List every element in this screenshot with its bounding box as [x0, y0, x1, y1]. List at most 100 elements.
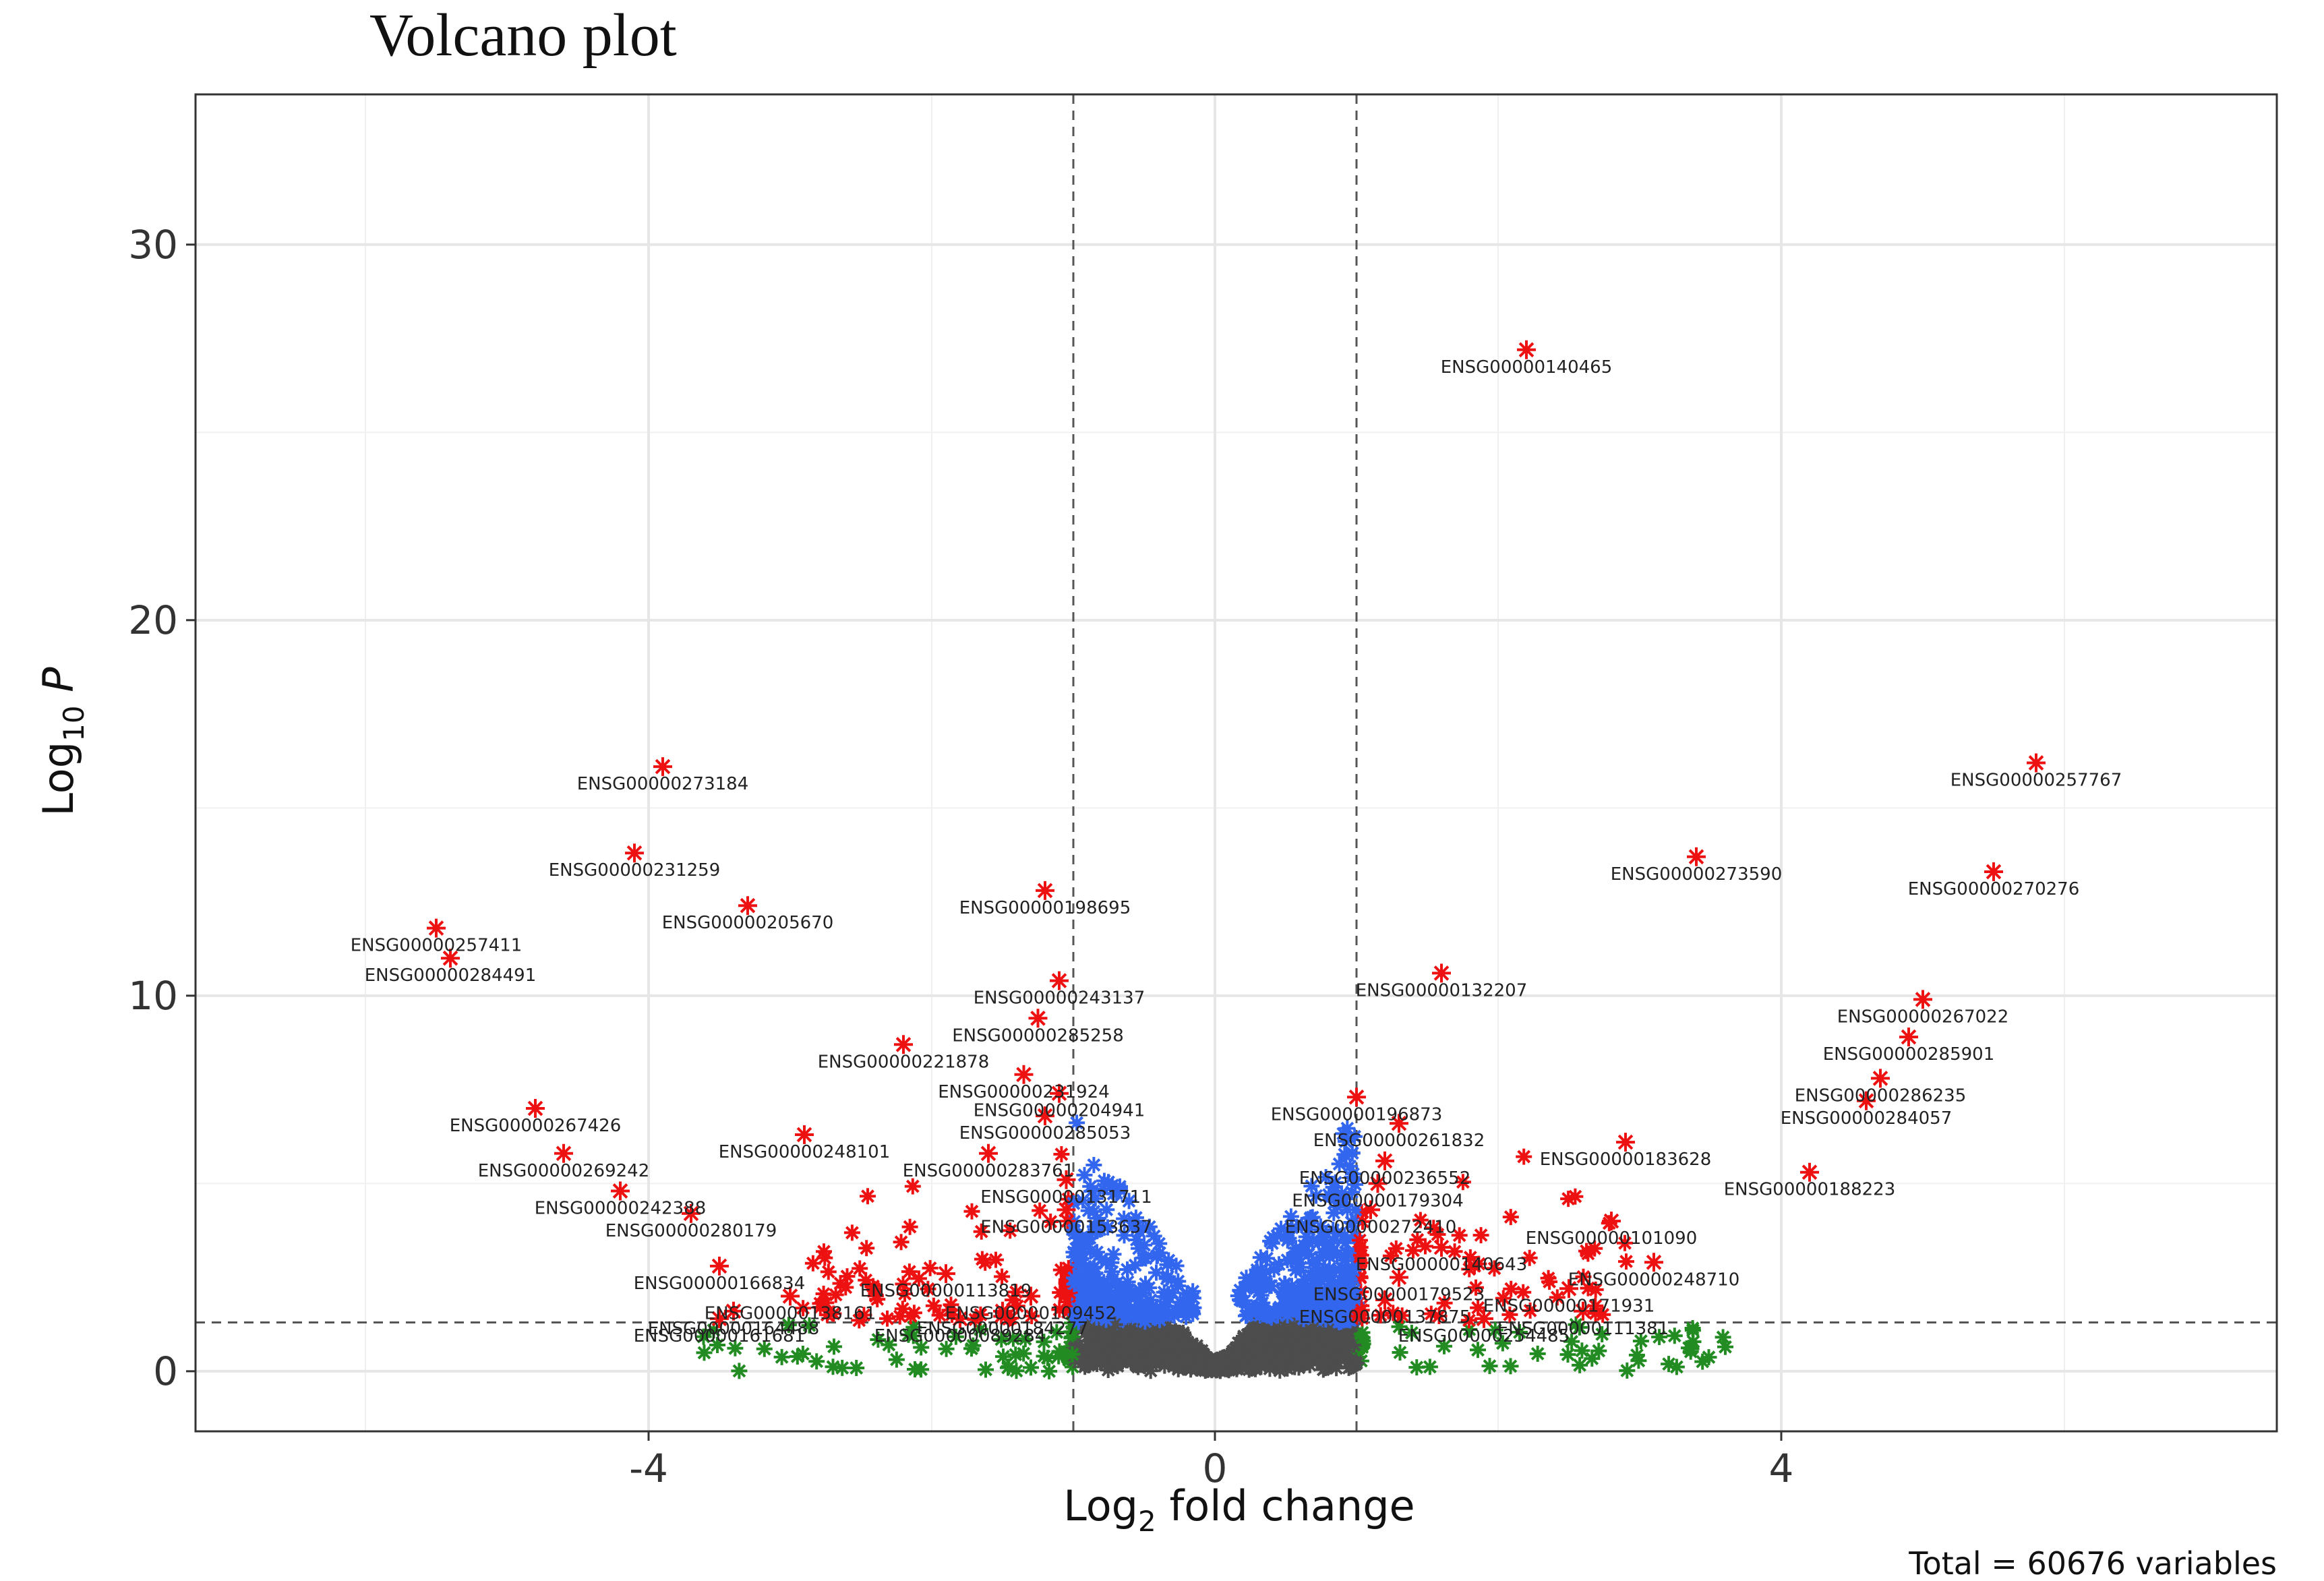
gene-point — [1325, 1205, 1342, 1221]
gene-point — [1340, 1247, 1357, 1263]
gene-point — [1201, 1360, 1218, 1377]
gene-point — [1270, 1338, 1287, 1355]
labeled-gene-point — [1021, 1286, 1040, 1306]
gene-point — [1682, 1343, 1699, 1360]
gene-point — [1032, 1202, 1048, 1219]
gene-point — [1183, 1358, 1199, 1375]
gene-point — [920, 1280, 936, 1297]
gene-label: ENSG00000205670 — [662, 913, 834, 933]
gene-point — [1309, 1338, 1326, 1354]
gene-point — [858, 1272, 874, 1288]
gene-point — [1323, 1349, 1340, 1366]
gene-point — [1279, 1252, 1296, 1268]
labeled-gene-point — [1616, 1133, 1635, 1152]
gene-point — [1385, 1305, 1402, 1321]
gene-point — [827, 1286, 844, 1303]
gene-point — [1106, 1316, 1123, 1333]
gene-point — [1106, 1300, 1123, 1317]
gene-point — [1311, 1309, 1328, 1326]
gene-point — [1329, 1279, 1346, 1296]
gene-point — [1073, 1251, 1090, 1268]
gene-point — [1486, 1260, 1503, 1277]
gene-point — [1317, 1283, 1334, 1299]
gene-point — [910, 1270, 927, 1287]
gene-label: ENSG00000153637 — [980, 1217, 1152, 1237]
gene-point — [1232, 1291, 1249, 1308]
gene-point — [1540, 1270, 1557, 1286]
labeled-gene-point — [1899, 1027, 1918, 1047]
gene-point — [922, 1259, 938, 1276]
y-axis-title-pre: Log — [34, 742, 83, 816]
gene-point — [1309, 1346, 1326, 1363]
x-axis-title: Log2 fold change — [1063, 1481, 1414, 1538]
labeled-gene-point — [1375, 1151, 1394, 1170]
gene-point — [1265, 1261, 1282, 1278]
gene-point — [1632, 1333, 1649, 1350]
gene-point — [1092, 1215, 1108, 1232]
gene-point — [1081, 1318, 1098, 1334]
gene-label: ENSG00000101090 — [1526, 1228, 1698, 1249]
labeled-gene-point — [1361, 1200, 1380, 1220]
gene-point — [865, 1278, 881, 1294]
gene-label: ENSG00000261832 — [1313, 1131, 1485, 1151]
gene-point — [1468, 1279, 1484, 1296]
gene-point — [1287, 1245, 1304, 1261]
gene-point — [1148, 1264, 1164, 1281]
gene-label: ENSG00000132207 — [1356, 980, 1528, 1001]
gene-point — [1067, 1352, 1083, 1369]
labeled-gene-point — [1687, 847, 1706, 866]
gene-point — [1344, 1184, 1361, 1201]
x-tick-label: -4 — [629, 1445, 668, 1491]
gene-point — [1372, 1307, 1389, 1323]
gene-point — [1276, 1346, 1292, 1363]
gene-point — [1273, 1220, 1289, 1237]
gene-point — [1100, 1362, 1116, 1378]
gene-point — [1429, 1226, 1446, 1243]
gene-point — [834, 1359, 851, 1376]
gene-point — [1080, 1202, 1097, 1219]
gene-point — [1085, 1301, 1102, 1318]
gene-point — [995, 1348, 1011, 1365]
gene-point — [1311, 1249, 1328, 1266]
gene-point — [1164, 1284, 1181, 1301]
gene-point — [1304, 1232, 1321, 1249]
gene-point — [1315, 1244, 1332, 1261]
gene-point — [1344, 1260, 1361, 1277]
gene-point — [1308, 1187, 1325, 1204]
gene-point — [1304, 1209, 1321, 1226]
gene-point — [1237, 1280, 1253, 1296]
gene-point — [1125, 1352, 1142, 1369]
gene-point — [1325, 1324, 1341, 1341]
gene-point — [709, 1337, 725, 1353]
gene-point — [881, 1336, 897, 1353]
gene-point — [1278, 1286, 1294, 1303]
gene-point — [1567, 1188, 1584, 1205]
gene-point — [1334, 1290, 1350, 1307]
gene-point — [1715, 1329, 1731, 1346]
gene-point — [1263, 1309, 1280, 1326]
gene-point — [1106, 1350, 1123, 1367]
gene-point — [1348, 1294, 1365, 1311]
gridlines — [196, 94, 2277, 1431]
gene-point — [1254, 1306, 1271, 1323]
gene-point — [870, 1332, 887, 1348]
gene-point — [1145, 1228, 1162, 1245]
gene-point — [901, 1263, 918, 1280]
gene-point — [1180, 1349, 1197, 1366]
gene-point — [1100, 1219, 1116, 1236]
gene-point — [907, 1361, 923, 1377]
gene-point — [1077, 1258, 1094, 1275]
gene-point — [1521, 1249, 1538, 1266]
labeled-gene-point — [1390, 1114, 1408, 1133]
gene-point — [1347, 1201, 1364, 1218]
gene-point — [1336, 1301, 1352, 1317]
gene-label: ENSG00000257411 — [351, 936, 523, 956]
gene-point — [1177, 1298, 1194, 1315]
gene-point — [789, 1348, 806, 1365]
gene-point — [1342, 1158, 1359, 1174]
gene-point — [1337, 1347, 1354, 1364]
gene-point — [1212, 1358, 1229, 1375]
gene-point — [1619, 1362, 1636, 1379]
gene-label: ENSG00000138161 — [705, 1303, 876, 1323]
gene-point — [1041, 1363, 1058, 1379]
